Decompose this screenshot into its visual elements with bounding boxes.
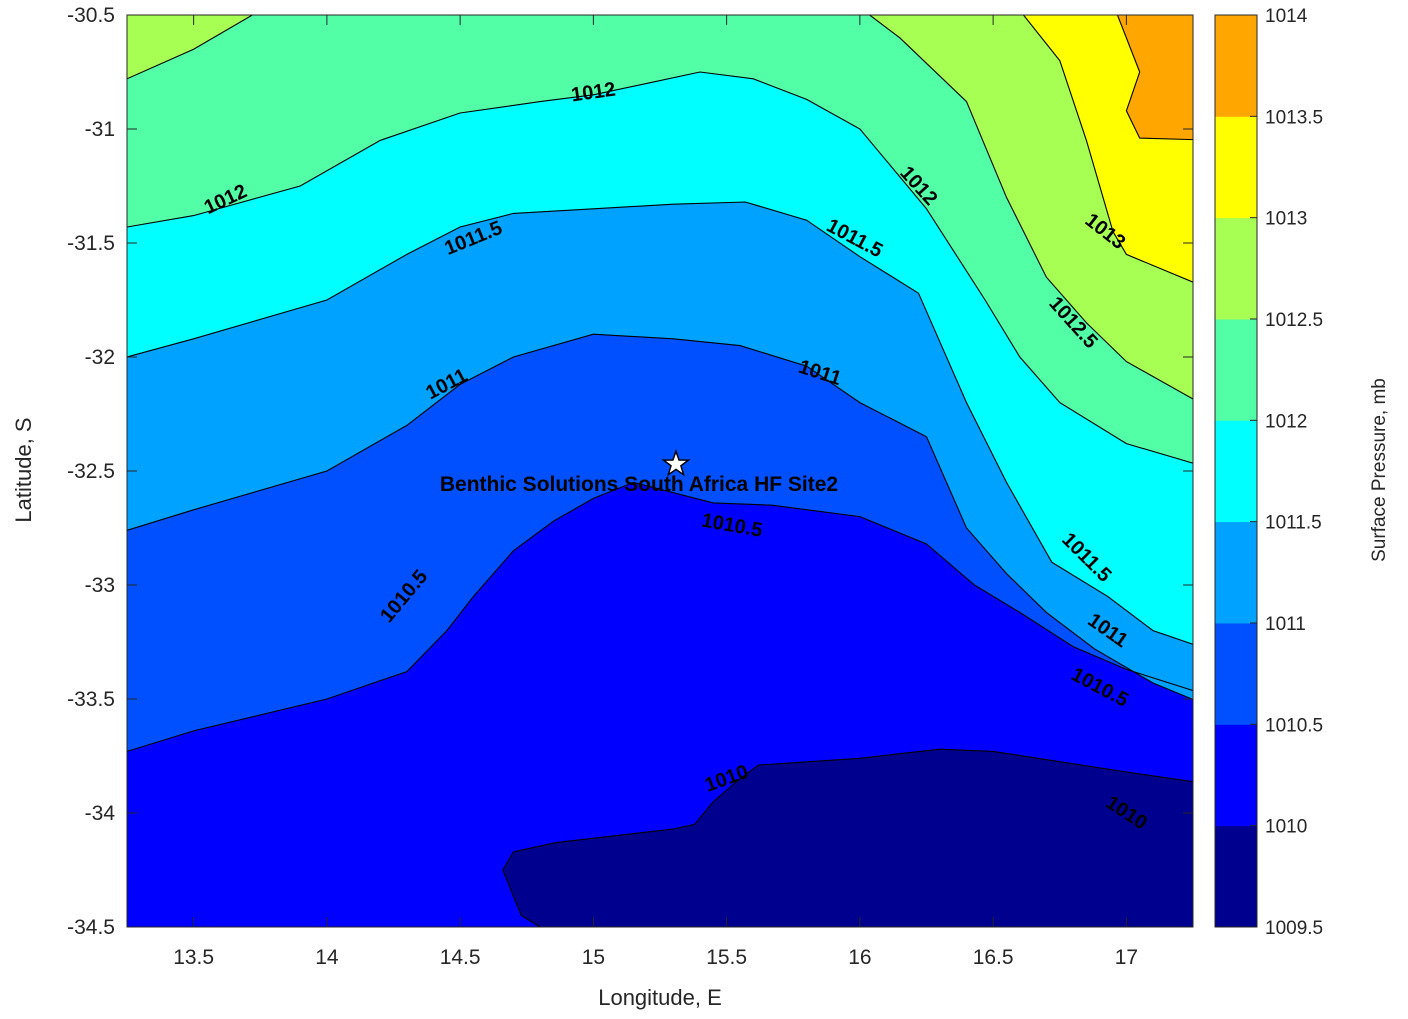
y-tick-label: -34.5 — [67, 916, 115, 939]
x-tick-label: 14 — [315, 946, 339, 969]
colorbar-tick-label: 1012 — [1265, 411, 1307, 432]
contour-line-1010.5 — [127, 481, 1193, 752]
band-1012.5 — [127, 15, 253, 79]
x-tick-label: 15 — [582, 946, 605, 969]
colorbar-segment — [1215, 15, 1257, 117]
y-axis-label: Latitude, S — [11, 417, 36, 522]
contour-line-1010 — [502, 748, 1193, 927]
x-tick-label: 14.5 — [440, 946, 481, 969]
y-tick-label: -32 — [85, 346, 115, 369]
colorbar-tick-label: 1014 — [1265, 6, 1308, 27]
colorbar-tick-label: 1012.5 — [1265, 310, 1323, 331]
colorbar-tick-label: 1009.5 — [1265, 918, 1323, 939]
site-annotation: Benthic Solutions South Africa HF Site2 — [440, 473, 838, 496]
contour-line-1011 — [127, 333, 1193, 701]
colorbar-tick-label: 1011 — [1265, 614, 1306, 635]
x-axis-ticks: 13.5 14 14.5 15 15.5 16 16.5 17 — [173, 15, 1138, 969]
contour-line-1012 — [127, 71, 1193, 464]
colorbar-tick-label: 1011.5 — [1265, 513, 1322, 534]
x-axis-label: Longitude, E — [598, 985, 722, 1010]
y-tick-label: -31 — [85, 118, 115, 141]
band-1012 — [127, 15, 1193, 464]
colorbar-segment — [1215, 217, 1257, 320]
band-1013.5 — [1117, 15, 1193, 140]
contour-line-1013.5 — [1116, 15, 1193, 141]
colorbar-tick-label: 1013 — [1265, 209, 1307, 230]
contour-fills — [127, 15, 1193, 927]
y-tick-label: -33 — [85, 574, 115, 597]
colorbar: 1009.5 1010 1010.5 1011 1011.5 1012 1012.5 1013… — [1214, 6, 1323, 939]
contour-lines — [127, 15, 1193, 927]
colorbar-segment — [1215, 623, 1257, 725]
colorbar-tick-label: 1010 — [1265, 817, 1307, 838]
y-axis-ticks: -30.5 -31 -31.5 -32 -32.5 -33 -33.5 -34 -34.5 — [67, 4, 1193, 939]
x-tick-label: 15.5 — [706, 946, 747, 969]
x-tick-label: 13.5 — [173, 946, 214, 969]
contour-line-1012.5 — [868, 15, 1193, 400]
x-tick-label: 16.5 — [973, 946, 1014, 969]
contour-line-1011.5 — [127, 201, 1193, 645]
contour-line-1013 — [1022, 15, 1193, 283]
y-tick-label: -31.5 — [67, 232, 115, 255]
colorbar-segment — [1215, 724, 1257, 827]
contour-line-1012.5 — [127, 15, 254, 80]
x-tick-label: 17 — [1115, 946, 1138, 969]
colorbar-segment — [1215, 116, 1257, 219]
colorbar-tick-label: 1013.5 — [1265, 107, 1323, 128]
colorbar-segment — [1215, 825, 1257, 928]
site-marker-group: Benthic Solutions South Africa HF Site2 — [440, 448, 838, 496]
y-tick-label: -32.5 — [67, 460, 115, 483]
y-tick-label: -34 — [85, 802, 116, 825]
y-tick-label: -30.5 — [67, 4, 115, 27]
colorbar-segment — [1215, 420, 1257, 523]
x-tick-label: 16 — [848, 946, 871, 969]
colorbar-label: Surface Pressure, mb — [1369, 378, 1390, 562]
colorbar-tick-label: 1010.5 — [1265, 715, 1323, 736]
site-star-marker — [661, 448, 691, 477]
colorbar-frame — [1214, 14, 1258, 928]
colorbar-segment — [1215, 319, 1257, 421]
colorbar-segment — [1215, 521, 1257, 624]
y-tick-label: -33.5 — [67, 688, 115, 711]
